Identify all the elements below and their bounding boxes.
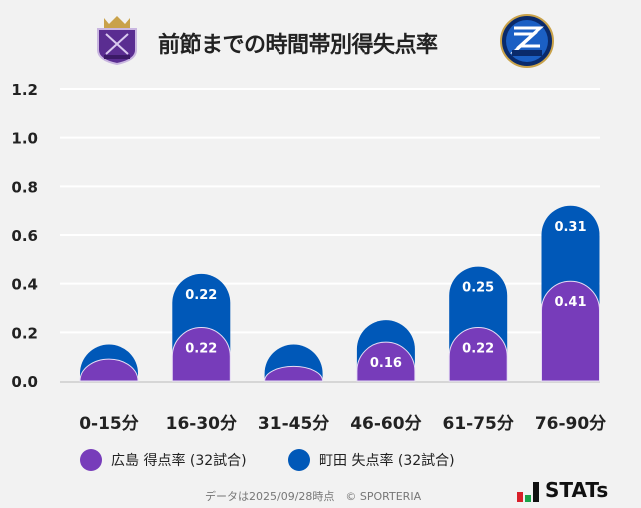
bar-hiroshima [264, 365, 324, 382]
data-label-machida: 0.31 [554, 220, 586, 235]
bar-hiroshima [171, 327, 231, 382]
stats-logo: STATs [517, 478, 608, 502]
y-tick-label: 0.0 [11, 373, 38, 391]
data-label-machida: 0.25 [462, 281, 494, 296]
legend-label-hiroshima: 広島 得点率 (32試合) [111, 453, 247, 469]
machida-zelvia-logo [500, 14, 554, 68]
x-tick-label: 76-90分 [535, 414, 606, 434]
x-tick-label: 0-15分 [79, 414, 139, 434]
legend-label-machida: 町田 失点率 (32試合) [319, 453, 455, 469]
footer-note: データは2025/09/28時点 © SPORTERIA [205, 490, 422, 503]
x-tick-label: 46-60分 [350, 414, 421, 434]
bar-chart: 0.0 0.2 0.4 0.6 0.8 1.0 1.2 0-15分 0.22 0.22 16-30分… [11, 81, 606, 434]
data-label-machida: 0.22 [185, 288, 217, 303]
bar-hiroshima [541, 280, 600, 382]
y-tick-label: 0.6 [11, 227, 38, 245]
legend-item-machida: 町田 失点率 (32試合) [288, 449, 455, 471]
legend-item-hiroshima: 広島 得点率 (32試合) [80, 449, 247, 471]
y-tick-label: 0.4 [11, 276, 38, 294]
y-tick-label: 0.2 [11, 324, 38, 342]
hiroshima-crest-logo [97, 16, 137, 66]
data-label-hiroshima: 0.22 [185, 341, 217, 356]
stats-bars-icon [517, 482, 539, 502]
bar-hiroshima [79, 358, 139, 382]
bar-hiroshima [448, 327, 508, 382]
legend-swatch-hiroshima [80, 449, 102, 471]
data-label-hiroshima: 0.22 [462, 341, 494, 356]
data-label-hiroshima: 0.16 [370, 356, 402, 371]
chart-title: 前節までの時間帯別得失点率 [158, 33, 438, 58]
legend-swatch-machida [288, 449, 310, 471]
y-tick-label: 1.2 [11, 81, 38, 99]
y-tick-label: 1.0 [11, 130, 38, 148]
y-tick-label: 0.8 [11, 178, 38, 196]
x-tick-label: 31-45分 [258, 414, 329, 434]
bar-hiroshima [356, 341, 416, 382]
data-label-hiroshima: 0.41 [554, 295, 586, 310]
x-tick-label: 61-75分 [443, 414, 514, 434]
stats-brand-text: STATs [545, 478, 609, 502]
x-tick-label: 16-30分 [166, 414, 237, 434]
